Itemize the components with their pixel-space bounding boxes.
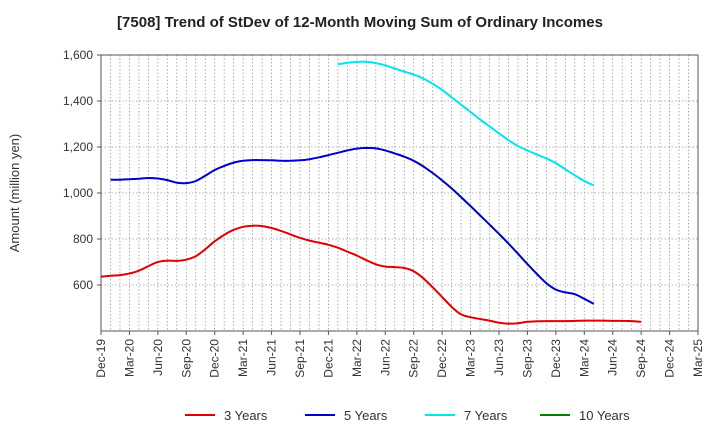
legend-label-3-years: 3 Years — [224, 408, 268, 423]
x-tick-label: Dec-21 — [321, 339, 335, 378]
x-tick-label: Dec-22 — [435, 339, 449, 378]
y-tick-label: 600 — [73, 278, 93, 292]
chart-title: [7508] Trend of StDev of 12-Month Moving… — [117, 14, 603, 31]
x-tick-label: Sep-20 — [179, 339, 193, 378]
x-tick-label: Mar-24 — [577, 339, 591, 377]
y-tick-label: 1,200 — [63, 140, 93, 154]
legend-label-5-years: 5 Years — [344, 408, 388, 423]
series-line-5-years — [110, 146, 595, 305]
x-tick-label: Dec-20 — [208, 339, 222, 378]
legend-label-10-years: 10 Years — [579, 408, 630, 423]
x-tick-label: Jun-20 — [151, 339, 165, 376]
x-tick-label: Sep-21 — [293, 339, 307, 378]
x-tick-label: Jun-21 — [265, 339, 279, 376]
x-axis: Dec-19 Mar-20 Jun-20 Sep-20 Dec-20 Mar-21 Jun-… — [94, 331, 705, 378]
x-tick-label: Mar-21 — [236, 339, 250, 377]
y-tick-label: 800 — [73, 232, 93, 246]
y-tick-label: 1,400 — [63, 94, 93, 108]
x-tick-label: Jun-23 — [492, 339, 506, 376]
series-layer — [100, 60, 642, 325]
x-tick-label: Mar-22 — [350, 339, 364, 377]
x-tick-label: Sep-24 — [634, 339, 648, 378]
series-line-7-years — [337, 60, 595, 187]
x-tick-label: Dec-24 — [663, 339, 677, 378]
x-tick-label: Jun-24 — [606, 339, 620, 376]
x-tick-label: Mar-23 — [464, 339, 478, 377]
y-tick-label: 1,600 — [63, 48, 93, 62]
y-tick-label: 1,000 — [63, 186, 93, 200]
x-tick-label: Mar-25 — [691, 339, 705, 377]
x-tick-label: Dec-23 — [549, 339, 563, 378]
y-axis: 600 800 1,000 1,200 1,400 1,600 — [63, 48, 101, 292]
grid-layer — [101, 54, 698, 331]
x-tick-label: Dec-19 — [94, 339, 108, 378]
legend: 3 Years 5 Years 7 Years 10 Years — [185, 408, 630, 423]
x-tick-label: Jun-22 — [378, 339, 392, 376]
legend-label-7-years: 7 Years — [464, 408, 508, 423]
x-tick-label: Mar-20 — [122, 339, 136, 377]
x-tick-label: Sep-23 — [520, 339, 534, 378]
y-axis-label: Amount (million yen) — [7, 134, 22, 253]
series-line-3-years — [100, 224, 642, 325]
x-tick-label: Sep-22 — [407, 339, 421, 378]
